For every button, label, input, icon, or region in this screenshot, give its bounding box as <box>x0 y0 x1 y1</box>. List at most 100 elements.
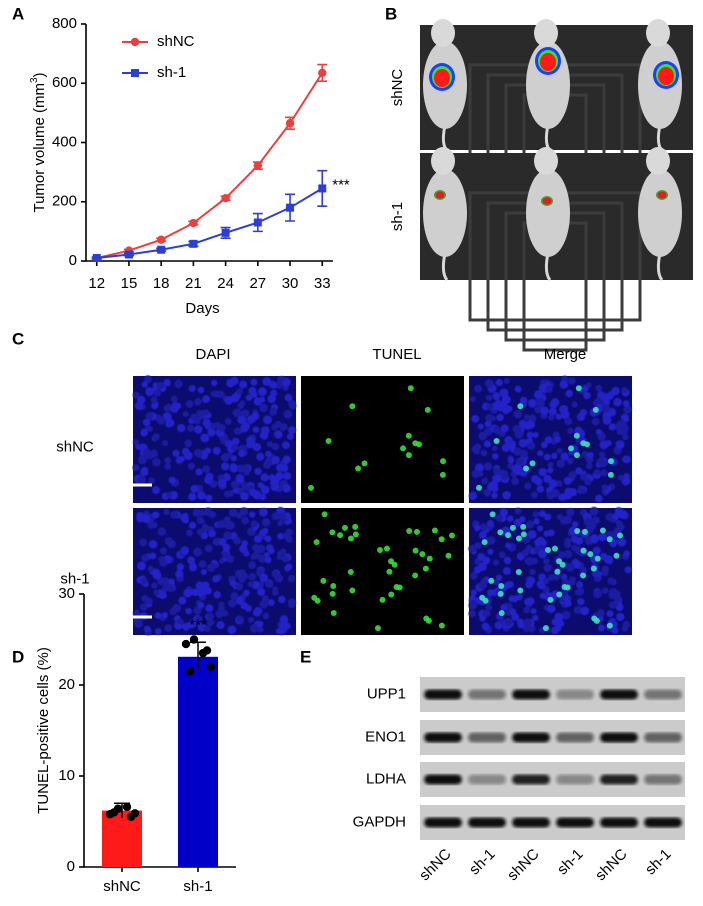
band <box>512 774 550 785</box>
y-axis-label-part: Tumor volume (mm <box>31 83 48 212</box>
nucleus <box>268 474 276 481</box>
nucleus <box>598 532 607 542</box>
nucleus <box>525 544 533 552</box>
nucleus <box>163 404 171 412</box>
nucleus <box>564 599 572 608</box>
nucleus <box>508 595 516 603</box>
nucleus <box>278 625 288 634</box>
nucleus <box>556 447 563 454</box>
nucleus <box>481 477 489 485</box>
tunel-cell <box>580 572 587 579</box>
x-tick-label: 15 <box>121 275 138 292</box>
tunel-cell <box>517 403 524 410</box>
nucleus <box>551 618 559 626</box>
nucleus <box>554 624 562 632</box>
tunel-cell <box>608 458 615 465</box>
nucleus <box>537 525 544 532</box>
nucleus <box>233 427 242 435</box>
tunel-cell <box>587 551 594 558</box>
tunel-cell <box>413 528 420 535</box>
tunel-cell <box>325 438 332 445</box>
band <box>556 774 594 785</box>
nucleus <box>278 595 286 604</box>
tunel-cell <box>431 527 438 534</box>
nucleus <box>262 612 270 620</box>
nucleus <box>165 418 175 428</box>
nucleus <box>210 562 217 569</box>
nucleus <box>623 473 630 480</box>
nucleus <box>595 384 603 392</box>
band <box>424 732 462 743</box>
nucleus <box>538 467 547 477</box>
nucleus <box>216 620 225 630</box>
nucleus <box>216 520 225 529</box>
column-header: TUNEL <box>372 346 421 363</box>
nucleus <box>151 402 159 410</box>
nucleus <box>176 423 186 433</box>
nucleus <box>589 506 599 516</box>
nucleus <box>159 558 168 567</box>
tunel-cell <box>606 622 613 629</box>
nucleus <box>259 493 267 501</box>
nucleus <box>585 382 592 389</box>
tunel-cell <box>438 622 445 629</box>
nucleus <box>206 618 215 627</box>
y-axis-label-part: 3 <box>29 77 40 83</box>
nucleus <box>530 608 537 615</box>
nucleus <box>161 612 168 619</box>
nucleus <box>180 546 190 555</box>
nucleus <box>624 478 631 485</box>
band <box>424 817 462 828</box>
nucleus <box>485 394 493 402</box>
nucleus <box>597 609 605 618</box>
data-point <box>109 808 119 817</box>
nucleus <box>132 464 140 472</box>
nucleus <box>196 528 204 536</box>
y-tick-label: 600 <box>52 74 77 91</box>
nucleus <box>272 586 279 593</box>
tunel-cell <box>592 406 599 413</box>
nucleus <box>264 535 272 543</box>
nucleus <box>556 513 563 521</box>
nucleus <box>574 588 582 596</box>
tunel-cell <box>448 532 455 539</box>
nucleus <box>271 570 279 578</box>
nucleus <box>167 539 177 549</box>
tunel-cell <box>545 546 552 553</box>
nucleus <box>287 399 296 408</box>
nucleus <box>267 599 275 607</box>
nucleus <box>233 536 242 545</box>
nucleus <box>492 426 501 434</box>
tunel-cell <box>439 471 446 478</box>
row-label: shNC <box>389 69 406 107</box>
nucleus <box>478 581 487 590</box>
nucleus <box>511 477 520 486</box>
nucleus <box>543 563 553 573</box>
tunel-cell <box>498 610 505 617</box>
nucleus <box>513 518 522 527</box>
nucleus <box>269 407 278 416</box>
nucleus <box>604 555 613 564</box>
nucleus <box>480 449 488 457</box>
nucleus <box>237 616 244 623</box>
nucleus <box>217 424 226 432</box>
nucleus <box>202 418 211 428</box>
nucleus <box>141 466 149 474</box>
nucleus <box>144 597 153 606</box>
nucleus <box>533 390 543 399</box>
nucleus <box>514 429 524 439</box>
y-tick-label: 30 <box>58 585 75 602</box>
nucleus <box>496 413 504 422</box>
nucleus <box>576 412 585 422</box>
nucleus <box>194 425 203 434</box>
nucleus <box>183 588 193 598</box>
nucleus <box>515 386 522 393</box>
nucleus <box>226 554 235 563</box>
nucleus <box>187 462 196 470</box>
nucleus <box>282 455 291 464</box>
nucleus <box>474 463 484 473</box>
x-tick-label: shNC <box>103 878 141 895</box>
tunel-cell <box>406 527 413 534</box>
tunel-cell <box>574 527 581 534</box>
nucleus <box>523 606 531 614</box>
